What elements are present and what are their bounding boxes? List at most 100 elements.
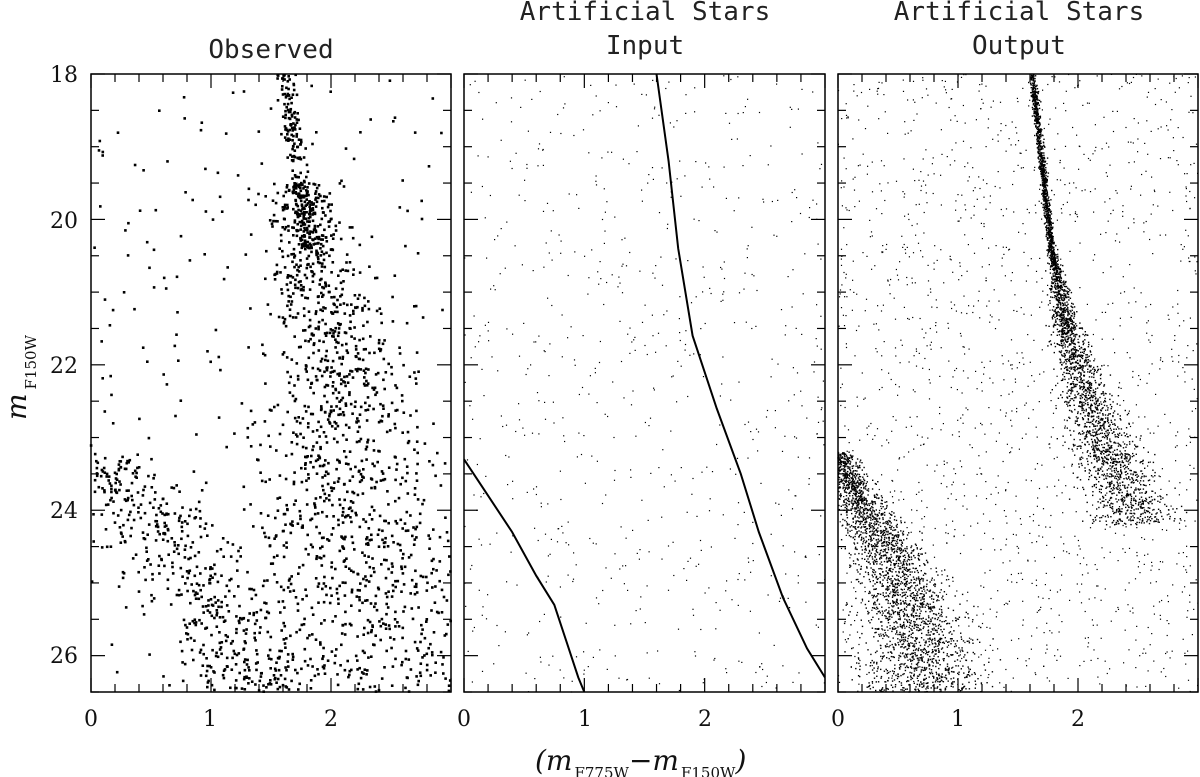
data-point <box>305 226 309 230</box>
data-point <box>1049 309 1051 311</box>
data-point <box>350 370 354 373</box>
data-point <box>901 235 903 237</box>
data-point <box>338 400 341 403</box>
data-point <box>1087 646 1089 648</box>
data-point <box>753 275 755 277</box>
data-point <box>840 264 843 266</box>
data-point <box>1061 317 1063 320</box>
data-point <box>294 198 297 202</box>
data-point <box>407 556 411 559</box>
data-point <box>366 441 369 444</box>
data-point <box>290 96 293 99</box>
data-point <box>573 359 576 361</box>
panel-title-input-line2: Input <box>606 31 684 61</box>
data-point <box>365 379 368 383</box>
data-point <box>560 498 562 501</box>
data-point <box>915 204 917 206</box>
data-point <box>330 271 333 274</box>
data-point <box>320 250 324 253</box>
data-point <box>611 274 613 276</box>
data-point <box>747 421 750 423</box>
data-point <box>243 658 247 661</box>
data-point <box>148 501 152 505</box>
data-point <box>813 371 815 373</box>
data-point <box>350 623 353 627</box>
data-point <box>854 533 857 535</box>
data-point <box>425 620 428 623</box>
data-point <box>985 277 987 279</box>
data-point <box>1178 552 1180 554</box>
data-point <box>235 627 238 631</box>
data-point <box>1194 76 1196 78</box>
data-point <box>716 231 718 233</box>
data-point <box>243 660 246 664</box>
data-point <box>985 85 987 87</box>
data-point <box>869 219 871 221</box>
data-point <box>904 133 906 135</box>
data-point <box>574 251 576 253</box>
data-point <box>312 272 316 276</box>
data-point <box>964 204 966 206</box>
data-point <box>890 548 892 550</box>
data-point <box>354 400 357 404</box>
data-point <box>988 407 990 409</box>
data-point <box>1035 673 1037 676</box>
data-point <box>906 284 908 286</box>
data-point <box>578 393 580 396</box>
data-point <box>306 244 310 247</box>
data-point <box>539 620 541 623</box>
data-point <box>300 204 304 208</box>
data-point <box>245 663 249 666</box>
data-point <box>1149 341 1151 343</box>
data-point <box>321 295 324 298</box>
data-point <box>1094 403 1096 406</box>
data-point <box>1146 382 1148 384</box>
data-point <box>413 305 416 308</box>
data-point <box>365 578 368 582</box>
data-point <box>286 80 290 83</box>
data-point <box>280 132 283 136</box>
data-point <box>308 318 312 322</box>
data-point <box>1035 212 1037 214</box>
data-point <box>304 244 307 247</box>
data-point <box>472 630 474 632</box>
data-point <box>902 246 904 248</box>
data-point <box>1041 109 1043 111</box>
data-point <box>93 246 96 249</box>
data-point <box>892 416 894 418</box>
data-point <box>1116 192 1118 194</box>
data-point <box>440 588 444 592</box>
data-point <box>1079 355 1081 357</box>
data-point <box>994 185 996 188</box>
data-point <box>314 375 318 378</box>
data-point <box>1062 550 1065 552</box>
data-point <box>1081 406 1084 408</box>
data-point <box>602 589 604 592</box>
data-point <box>620 526 622 528</box>
data-point <box>247 346 250 349</box>
data-point <box>736 138 738 140</box>
data-point <box>1062 512 1064 514</box>
data-point <box>377 347 381 351</box>
data-point <box>283 317 287 321</box>
data-point <box>973 205 975 207</box>
data-point <box>543 350 545 352</box>
data-point <box>315 253 318 257</box>
data-point <box>1079 348 1081 350</box>
data-point <box>1074 342 1076 345</box>
data-point <box>350 303 353 306</box>
data-point <box>343 450 346 453</box>
data-point <box>493 285 495 287</box>
data-point <box>241 617 245 620</box>
data-point <box>1106 432 1108 434</box>
data-point <box>390 571 394 574</box>
data-point <box>318 283 321 286</box>
data-point <box>1095 388 1097 390</box>
data-point <box>324 585 328 588</box>
data-point <box>1110 213 1112 215</box>
data-point <box>206 681 210 684</box>
data-point <box>1091 485 1094 488</box>
data-point <box>974 187 976 189</box>
data-point <box>147 558 150 561</box>
data-point <box>1086 399 1088 401</box>
